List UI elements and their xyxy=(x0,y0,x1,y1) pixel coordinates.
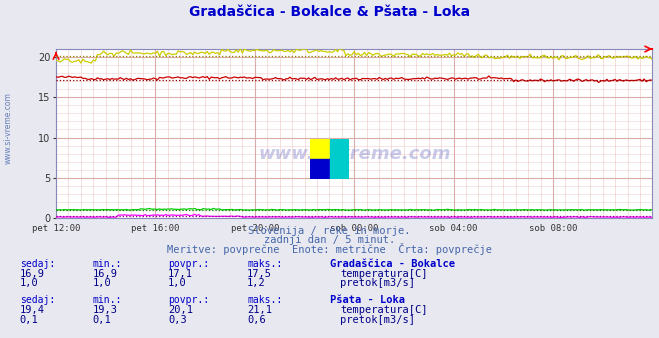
Text: zadnji dan / 5 minut.: zadnji dan / 5 minut. xyxy=(264,235,395,245)
Text: sob 08:00: sob 08:00 xyxy=(529,224,577,233)
Text: maks.:: maks.: xyxy=(247,259,282,269)
Text: 20,1: 20,1 xyxy=(168,305,193,315)
Text: 1,2: 1,2 xyxy=(247,278,266,288)
Text: Slovenija / reke in morje.: Slovenija / reke in morje. xyxy=(248,226,411,237)
Text: www.si-vreme.com: www.si-vreme.com xyxy=(258,145,451,163)
Text: sob 04:00: sob 04:00 xyxy=(430,224,478,233)
Text: pet 12:00: pet 12:00 xyxy=(32,224,80,233)
Text: Gradaščica - Bokalce & Pšata - Loka: Gradaščica - Bokalce & Pšata - Loka xyxy=(189,5,470,19)
Text: 0,3: 0,3 xyxy=(168,315,186,325)
Text: 1,0: 1,0 xyxy=(20,278,38,288)
Text: temperatura[C]: temperatura[C] xyxy=(340,305,428,315)
Text: min.:: min.: xyxy=(92,259,122,269)
Text: 0,1: 0,1 xyxy=(20,315,38,325)
Text: sedaj:: sedaj: xyxy=(20,295,55,305)
Text: 17,1: 17,1 xyxy=(168,269,193,279)
Text: temperatura[C]: temperatura[C] xyxy=(340,269,428,279)
Text: pretok[m3/s]: pretok[m3/s] xyxy=(340,315,415,325)
Text: 19,3: 19,3 xyxy=(92,305,117,315)
Text: 0,6: 0,6 xyxy=(247,315,266,325)
Text: pet 20:00: pet 20:00 xyxy=(231,224,279,233)
Bar xyxy=(330,159,349,179)
Text: 16,9: 16,9 xyxy=(92,269,117,279)
Bar xyxy=(310,159,330,179)
Text: Pšata - Loka: Pšata - Loka xyxy=(330,295,405,305)
Text: min.:: min.: xyxy=(92,295,122,305)
Text: povpr.:: povpr.: xyxy=(168,295,209,305)
Text: www.si-vreme.com: www.si-vreme.com xyxy=(4,93,13,164)
Text: 17,5: 17,5 xyxy=(247,269,272,279)
Text: maks.:: maks.: xyxy=(247,295,282,305)
Text: sob 00:00: sob 00:00 xyxy=(330,224,378,233)
Text: 1,0: 1,0 xyxy=(168,278,186,288)
Text: Meritve: povprečne  Enote: metrične  Črta: povprečje: Meritve: povprečne Enote: metrične Črta:… xyxy=(167,243,492,256)
Text: 1,0: 1,0 xyxy=(92,278,111,288)
Text: povpr.:: povpr.: xyxy=(168,259,209,269)
Text: 21,1: 21,1 xyxy=(247,305,272,315)
Text: Gradaščica - Bokalce: Gradaščica - Bokalce xyxy=(330,259,455,269)
Text: 16,9: 16,9 xyxy=(20,269,45,279)
Bar xyxy=(310,139,330,159)
Bar xyxy=(330,139,349,159)
Text: pet 16:00: pet 16:00 xyxy=(131,224,180,233)
Text: 19,4: 19,4 xyxy=(20,305,45,315)
Text: sedaj:: sedaj: xyxy=(20,259,55,269)
Text: 0,1: 0,1 xyxy=(92,315,111,325)
Text: pretok[m3/s]: pretok[m3/s] xyxy=(340,278,415,288)
